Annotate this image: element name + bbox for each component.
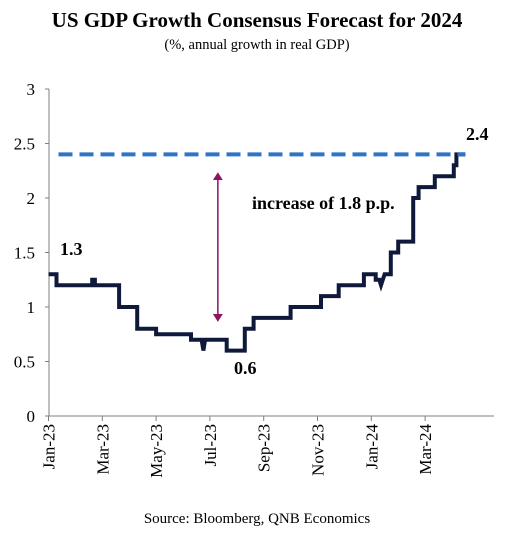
y-tick-label: 2.5 (14, 135, 35, 154)
x-tick-label: Sep-23 (255, 424, 274, 472)
label-min-value: 0.6 (234, 358, 257, 378)
x-tick-label: Jan-24 (362, 424, 381, 470)
x-tick-label: Nov-23 (309, 424, 328, 476)
label-start-value: 1.3 (60, 239, 83, 259)
y-tick-label: 0.5 (14, 353, 35, 372)
y-tick-label: 2 (27, 189, 36, 208)
forecast-line (48, 152, 466, 353)
label-end-value: 2.4 (466, 124, 489, 144)
y-tick-label: 0 (27, 407, 36, 426)
x-tick-label: Jan-23 (40, 424, 59, 469)
x-tick-label: May-23 (147, 424, 166, 478)
y-tick-label: 3 (27, 80, 36, 99)
chart-title: US GDP Growth Consensus Forecast for 202… (51, 8, 463, 32)
x-tick-label: Mar-24 (416, 424, 435, 475)
label-increase: increase of 1.8 p.p. (252, 193, 395, 213)
chart-subtitle: (%, annual growth in real GDP) (164, 37, 350, 53)
line-chart: 0 0.5 1 1.5 2 2.5 3 Jan-23 Mar-23 May-23 Jul-23 Sep… (14, 80, 494, 478)
y-tick-label: 1 (27, 298, 36, 317)
x-tick-label: Mar-23 (93, 424, 112, 475)
x-tick-label: Jul-23 (201, 424, 220, 467)
y-tick-label: 1.5 (14, 244, 35, 263)
chart-source: Source: Bloomberg, QNB Economics (143, 511, 371, 527)
